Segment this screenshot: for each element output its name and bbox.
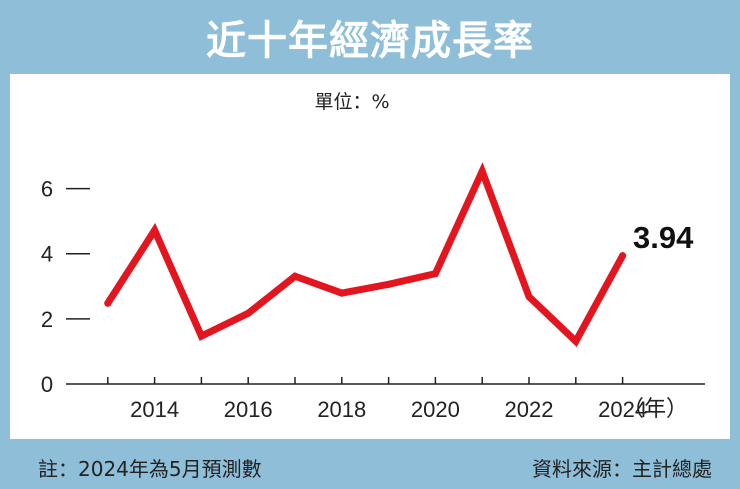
data-point	[104, 299, 112, 307]
data-point	[572, 337, 580, 345]
y-tick-label: 2	[41, 307, 53, 332]
x-tick-label: 2014	[130, 397, 179, 422]
data-point	[338, 289, 346, 297]
line-chart: 單位：% 0 2 4 6 2014 2016 2018 2020 2022 2024（年） 3.9…	[41, 91, 705, 422]
x-tick-label: 2018	[317, 397, 366, 422]
x-tick-label: 2024	[598, 397, 647, 422]
x-tick-label: 2022	[505, 397, 554, 422]
unit-label: 單位：%	[314, 91, 389, 113]
y-tick-label: 0	[41, 372, 53, 397]
data-point	[197, 332, 205, 340]
data-point	[291, 272, 299, 280]
data-point	[619, 252, 627, 260]
series-layer	[104, 162, 627, 347]
data-point	[385, 280, 393, 288]
axes: 0 2 4 6 2014 2016 2018 2020 2022 2024（年）	[41, 177, 705, 422]
data-point	[431, 270, 439, 278]
data-point	[151, 226, 159, 234]
x-axis-unit-label: （年）	[622, 397, 688, 422]
footnote: 註：2024年為5月預測數	[38, 457, 262, 481]
data-point	[525, 293, 533, 301]
callout-label: 3.94	[633, 220, 694, 255]
series-line	[104, 162, 627, 347]
source-credit: 資料來源：主計總處	[532, 457, 712, 481]
y-tick-label: 4	[41, 242, 53, 267]
data-point	[244, 309, 252, 317]
chart-title: 近十年經濟成長率	[206, 18, 534, 64]
chart-panel	[10, 74, 730, 439]
y-tick-label: 6	[41, 177, 53, 202]
data-point	[478, 167, 486, 175]
title-bar: 近十年經濟成長率	[0, 0, 740, 74]
footer: 註：2024年為5月預測數 資料來源：主計總處	[0, 439, 740, 489]
x-tick-label: 2016	[224, 397, 273, 422]
x-tick-label: 2020	[411, 397, 460, 422]
